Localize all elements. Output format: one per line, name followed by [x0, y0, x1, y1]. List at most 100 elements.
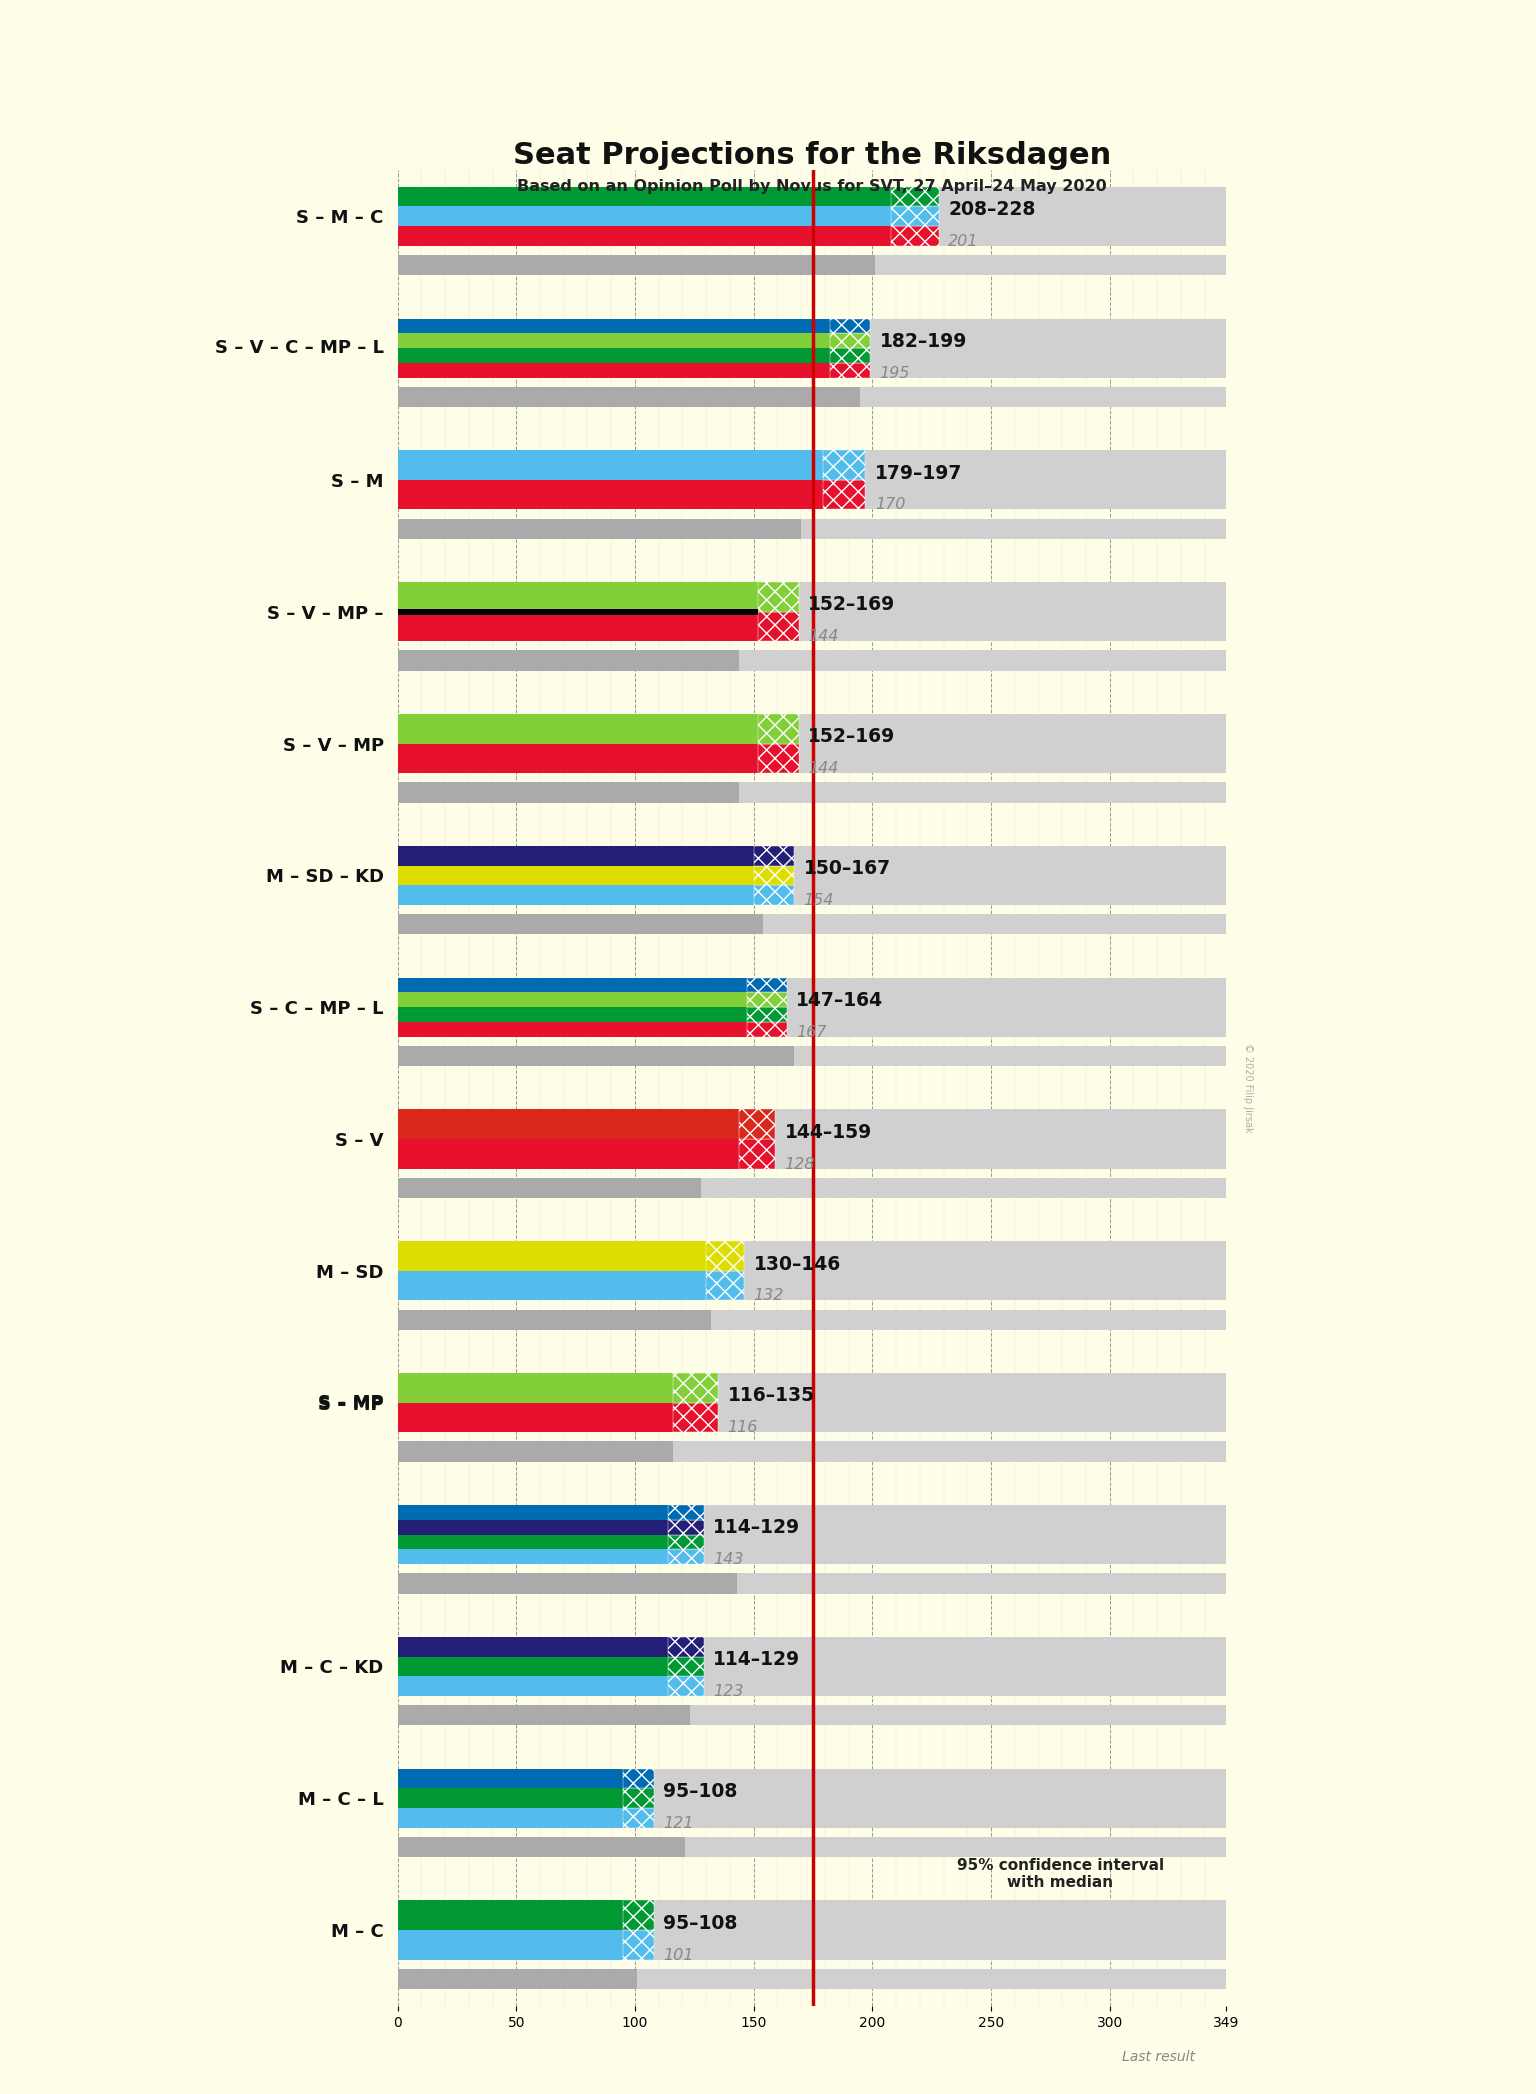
Bar — [624, 1931, 654, 1960]
Text: Based on an Opinion Poll by Novus for SVT, 27 April–24 May 2020: Based on an Opinion Poll by Novus for SV… — [518, 178, 1107, 195]
Bar — [398, 348, 829, 362]
Text: © 2020 Filip Jirsak: © 2020 Filip Jirsak — [1243, 1043, 1253, 1133]
Bar — [398, 318, 1226, 377]
Text: 144: 144 — [808, 628, 839, 645]
Bar — [398, 318, 829, 333]
Bar — [398, 1535, 668, 1550]
Bar — [398, 1807, 624, 1828]
Bar — [891, 226, 938, 245]
Bar — [707, 1271, 743, 1300]
Text: 144: 144 — [808, 760, 839, 777]
Text: 170: 170 — [874, 498, 905, 513]
Text: S – V – C – MP – L: S – V – C – MP – L — [215, 339, 384, 358]
Bar — [398, 1045, 794, 1066]
Bar — [398, 1045, 794, 1066]
Bar — [398, 255, 874, 274]
Bar — [754, 846, 794, 865]
Bar — [754, 865, 794, 886]
Bar — [398, 387, 860, 406]
Bar — [398, 651, 1226, 670]
Bar — [398, 1968, 1226, 1989]
Bar — [673, 1403, 717, 1432]
Bar — [398, 1968, 637, 1989]
Text: 95–108: 95–108 — [664, 1782, 737, 1801]
Bar — [668, 1506, 703, 1520]
Bar — [398, 1242, 1226, 1300]
Bar — [398, 1309, 1226, 1330]
Bar — [398, 783, 739, 802]
Bar — [968, 2050, 1074, 2060]
Bar — [398, 714, 1226, 773]
Bar — [398, 651, 739, 670]
Bar — [398, 1968, 637, 1989]
Bar — [624, 1901, 654, 1931]
Bar — [398, 651, 739, 670]
Bar — [398, 1573, 737, 1594]
Bar — [668, 1520, 703, 1535]
Bar — [668, 1675, 703, 1696]
Bar — [624, 1788, 654, 1807]
Bar — [398, 1374, 1226, 1432]
Bar — [398, 783, 739, 802]
Bar — [398, 783, 1226, 802]
Bar — [398, 582, 759, 611]
Bar — [624, 1807, 654, 1828]
Bar — [668, 1550, 703, 1564]
Bar — [398, 255, 1226, 274]
Bar — [624, 1769, 654, 1788]
Bar — [754, 886, 794, 905]
Text: 195: 195 — [880, 366, 909, 381]
Bar — [398, 1441, 673, 1462]
Bar — [398, 450, 822, 480]
Bar — [398, 1374, 673, 1403]
Bar — [398, 186, 891, 207]
Bar — [398, 1506, 668, 1520]
Bar — [398, 582, 1226, 641]
Text: 116–135: 116–135 — [728, 1386, 814, 1405]
Bar — [398, 387, 860, 406]
Text: 121: 121 — [664, 1815, 694, 1830]
Text: 152–169: 152–169 — [808, 595, 895, 614]
Bar — [398, 611, 759, 641]
Bar — [746, 993, 786, 1007]
Bar — [673, 1374, 717, 1403]
Bar — [398, 1656, 668, 1675]
Bar — [822, 480, 865, 509]
Bar — [829, 362, 869, 377]
Bar — [891, 207, 938, 226]
Bar — [398, 186, 1226, 245]
Bar — [398, 1931, 624, 1960]
Text: 150–167: 150–167 — [803, 859, 891, 877]
Bar — [398, 1309, 711, 1330]
Bar — [398, 743, 759, 773]
Text: 95% confidence interval
with median: 95% confidence interval with median — [957, 1857, 1164, 1891]
Bar — [759, 582, 799, 611]
Bar — [398, 1769, 624, 1788]
Bar — [398, 1403, 673, 1432]
Bar — [829, 348, 869, 362]
Bar — [398, 609, 759, 614]
Bar — [398, 1441, 673, 1462]
Text: 128: 128 — [785, 1156, 816, 1171]
Bar — [398, 1110, 1226, 1168]
Bar — [668, 1656, 703, 1675]
Bar — [398, 1573, 1226, 1594]
Bar — [398, 978, 746, 993]
Bar — [746, 1022, 786, 1037]
Bar — [398, 1022, 746, 1037]
Bar — [398, 886, 754, 905]
Bar — [746, 1007, 786, 1022]
Text: 130–146: 130–146 — [754, 1254, 840, 1273]
Bar — [398, 226, 891, 245]
Bar — [398, 913, 1226, 934]
Text: 179–197: 179–197 — [874, 463, 962, 482]
Text: 123: 123 — [713, 1684, 743, 1698]
Bar — [398, 1901, 624, 1931]
Bar — [668, 1638, 703, 1656]
Bar — [759, 611, 799, 641]
Bar — [968, 2014, 1051, 2042]
Bar — [891, 186, 938, 207]
Bar — [398, 1309, 711, 1330]
Bar — [398, 1506, 1226, 1564]
Bar — [398, 255, 874, 274]
